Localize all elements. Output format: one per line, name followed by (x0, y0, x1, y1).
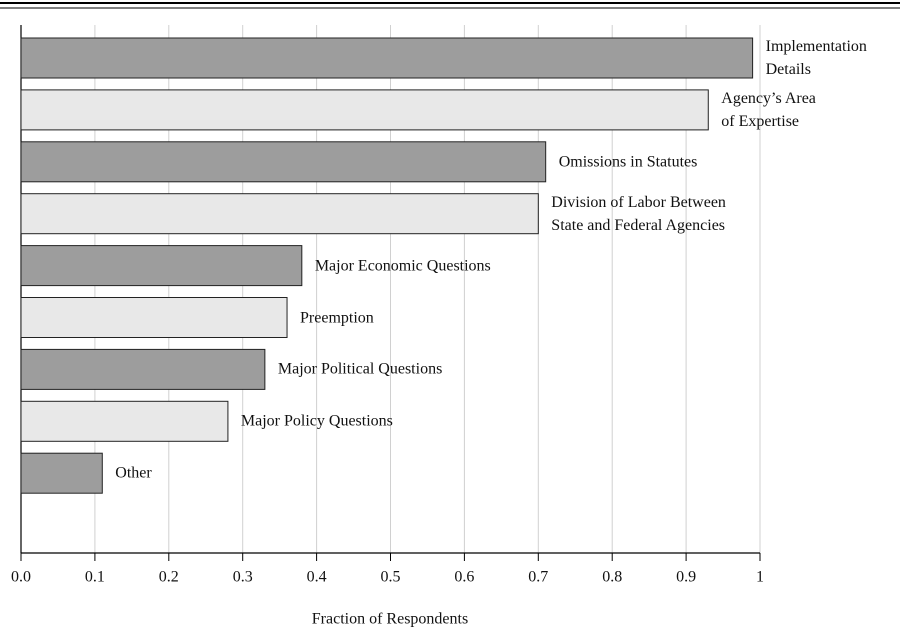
bar-label: Implementation Details (765, 38, 867, 78)
x-tick-label: 0.6 (454, 569, 474, 586)
x-tick-label: 0.4 (307, 569, 327, 586)
x-axis-label: Fraction of Respondents (312, 611, 468, 628)
x-tick-label: 0.9 (676, 569, 696, 586)
x-tick-label: 0.8 (602, 569, 622, 586)
bar (20, 141, 547, 183)
bar-label: Major Political Questions (277, 360, 443, 378)
bar-label: Other (115, 464, 152, 482)
bar (20, 348, 266, 390)
x-tick-label: 0.5 (381, 569, 401, 586)
x-tick-label: 0.3 (233, 569, 253, 586)
bar-label: Omissions in Statutes (558, 153, 698, 171)
x-tick-label: 0.1 (85, 569, 105, 586)
bar-label: Division of Labor Between State and Fede… (551, 193, 726, 234)
bar-label: Agency’s Area of Expertise (721, 89, 816, 130)
x-tick-label: 0.7 (528, 569, 548, 586)
bar (20, 400, 229, 442)
bar (20, 452, 103, 494)
bar (20, 193, 539, 235)
bar (20, 297, 288, 338)
bar (20, 37, 754, 79)
x-tick-label: 0.2 (159, 569, 179, 586)
x-tick-label: 1 (756, 569, 764, 586)
bar-label: Preemption (300, 309, 374, 326)
bar-label: Major Policy Questions (240, 412, 393, 430)
bar (20, 89, 709, 131)
bar (20, 245, 303, 287)
x-tick-label: 0.0 (11, 569, 31, 586)
bar-label: Major Economic Questions (314, 257, 491, 275)
